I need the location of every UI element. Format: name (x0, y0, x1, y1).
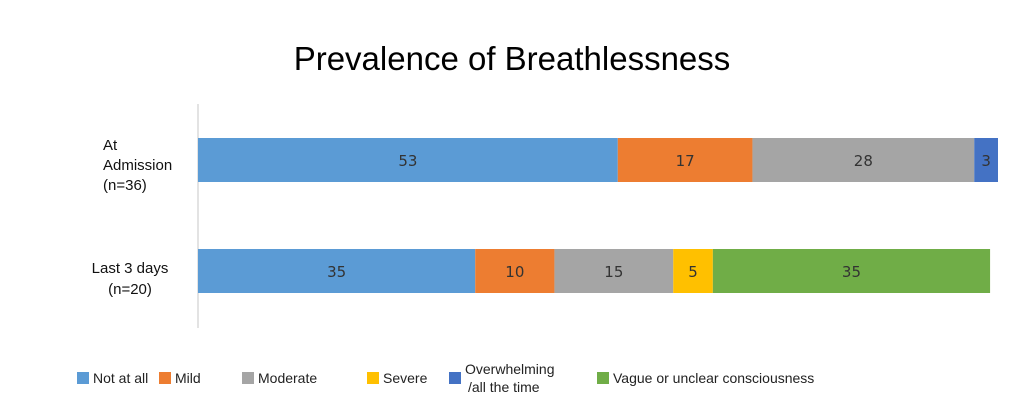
data-label: 5 (688, 263, 698, 281)
legend-swatch (77, 372, 89, 384)
data-label: 17 (676, 152, 695, 170)
legend-label: Not at all (93, 370, 148, 386)
legend-swatch (242, 372, 254, 384)
data-label: 15 (604, 263, 623, 281)
legend-label: Overwhelming/all the time (465, 361, 554, 395)
category-label: Admission (103, 157, 172, 174)
bar-segment (673, 249, 713, 293)
chart-title: Prevalence of Breathlessness (294, 40, 731, 77)
category-label: Last 3 days (92, 260, 169, 277)
legend-swatch (449, 372, 461, 384)
bar-segment (974, 138, 998, 182)
legend-label: Mild (175, 370, 201, 386)
category-labels: At Admission (n=36) Last 3 days (n=20) (92, 137, 173, 298)
category-label: At (103, 137, 118, 154)
data-label: 53 (398, 152, 417, 170)
legend-label: Severe (383, 370, 428, 386)
data-label: 3 (981, 152, 991, 170)
category-label: (n=20) (108, 281, 152, 298)
data-label: 35 (327, 263, 346, 281)
legend: Not at all Mild Moderate Severe Overwhelming… (77, 361, 814, 395)
legend-swatch (367, 372, 379, 384)
data-label: 35 (842, 263, 861, 281)
legend-label: Vague or unclear consciousness (613, 370, 814, 386)
bars-group: 53 17 28 3 35 10 15 5 35 (198, 138, 998, 293)
bar-segment (712, 249, 991, 293)
bar-segment (554, 249, 674, 293)
category-label: (n=36) (103, 177, 147, 194)
legend-label: Moderate (258, 370, 317, 386)
data-label: 28 (854, 152, 873, 170)
legend-swatch (159, 372, 171, 384)
bar-segment (198, 249, 476, 293)
bar-segment (752, 138, 975, 182)
data-label: 10 (505, 263, 524, 281)
bar-segment (617, 138, 753, 182)
bar-segment (475, 249, 555, 293)
legend-swatch (597, 372, 609, 384)
bar-segment (198, 138, 618, 182)
